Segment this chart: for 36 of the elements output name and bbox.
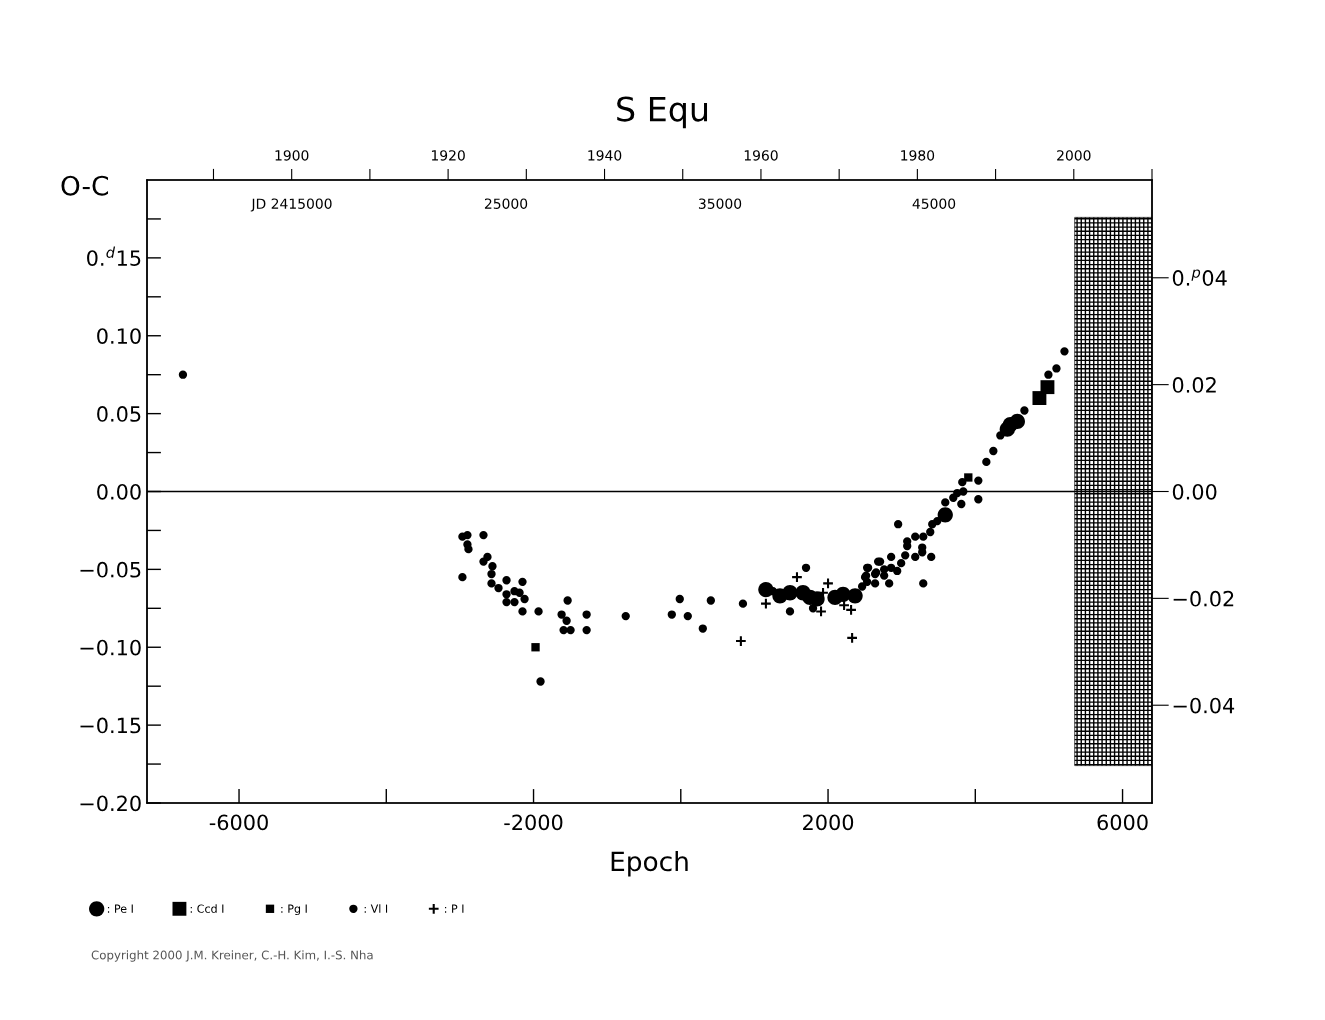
text: Copyright 2000 J.M. Kreiner, C.-H. Kim, I.-S. Nha [91,950,373,962]
y2-tick-label: −0.02 [1173,590,1234,607]
x2-tick-label: 2000 [1057,150,1091,161]
x2-tick-label: 1920 [431,150,465,161]
y-tick-label: −0.10 [80,639,141,656]
y-tick-label: 0.$^{d}$15 [87,246,141,266]
legend-label: : Vl I [364,904,388,913]
annotation: 45000 [912,198,956,209]
x2-tick-label: 1980 [901,150,935,161]
y2-tick-label: 0.00 [1172,483,1217,500]
y-tick-label: −0.05 [80,561,141,578]
y-tick-label: 0.05 [97,406,141,422]
annotation: 25000 [484,198,528,209]
y2-tick-label: 0.$^{p}$04 [1172,269,1227,286]
y-axis-title: O-C [61,175,109,196]
legend-label: : Pe I [107,904,133,913]
y2-tick-label: 0.02 [1172,377,1216,393]
legend-label: : Ccd I [190,904,224,913]
y-tick-label: 0.10 [97,328,141,344]
x2-tick-label: 1960 [744,150,778,161]
y-tick-label: 0.00 [97,483,141,500]
annotation: JD 2415000 [250,198,332,212]
x-axis-title: Epoch [611,850,688,877]
x-tick-label: -6000 [209,814,268,831]
x-tick-label: 2000 [803,814,854,831]
y-tick-label: −0.20 [80,795,141,812]
y-tick-label: −0.15 [80,717,141,734]
annotation: 35000 [698,198,742,209]
legend-label: : Pg I [281,904,307,915]
x-tick-label: 6000 [1097,814,1148,831]
x-tick-label: -2000 [504,814,563,831]
chart-title: S Equ [617,96,708,129]
y2-tick-label: −0.04 [1173,697,1235,714]
legend-label: : P I [445,904,464,913]
x2-tick-label: 1940 [588,150,622,161]
x2-tick-label: 1900 [275,150,309,161]
